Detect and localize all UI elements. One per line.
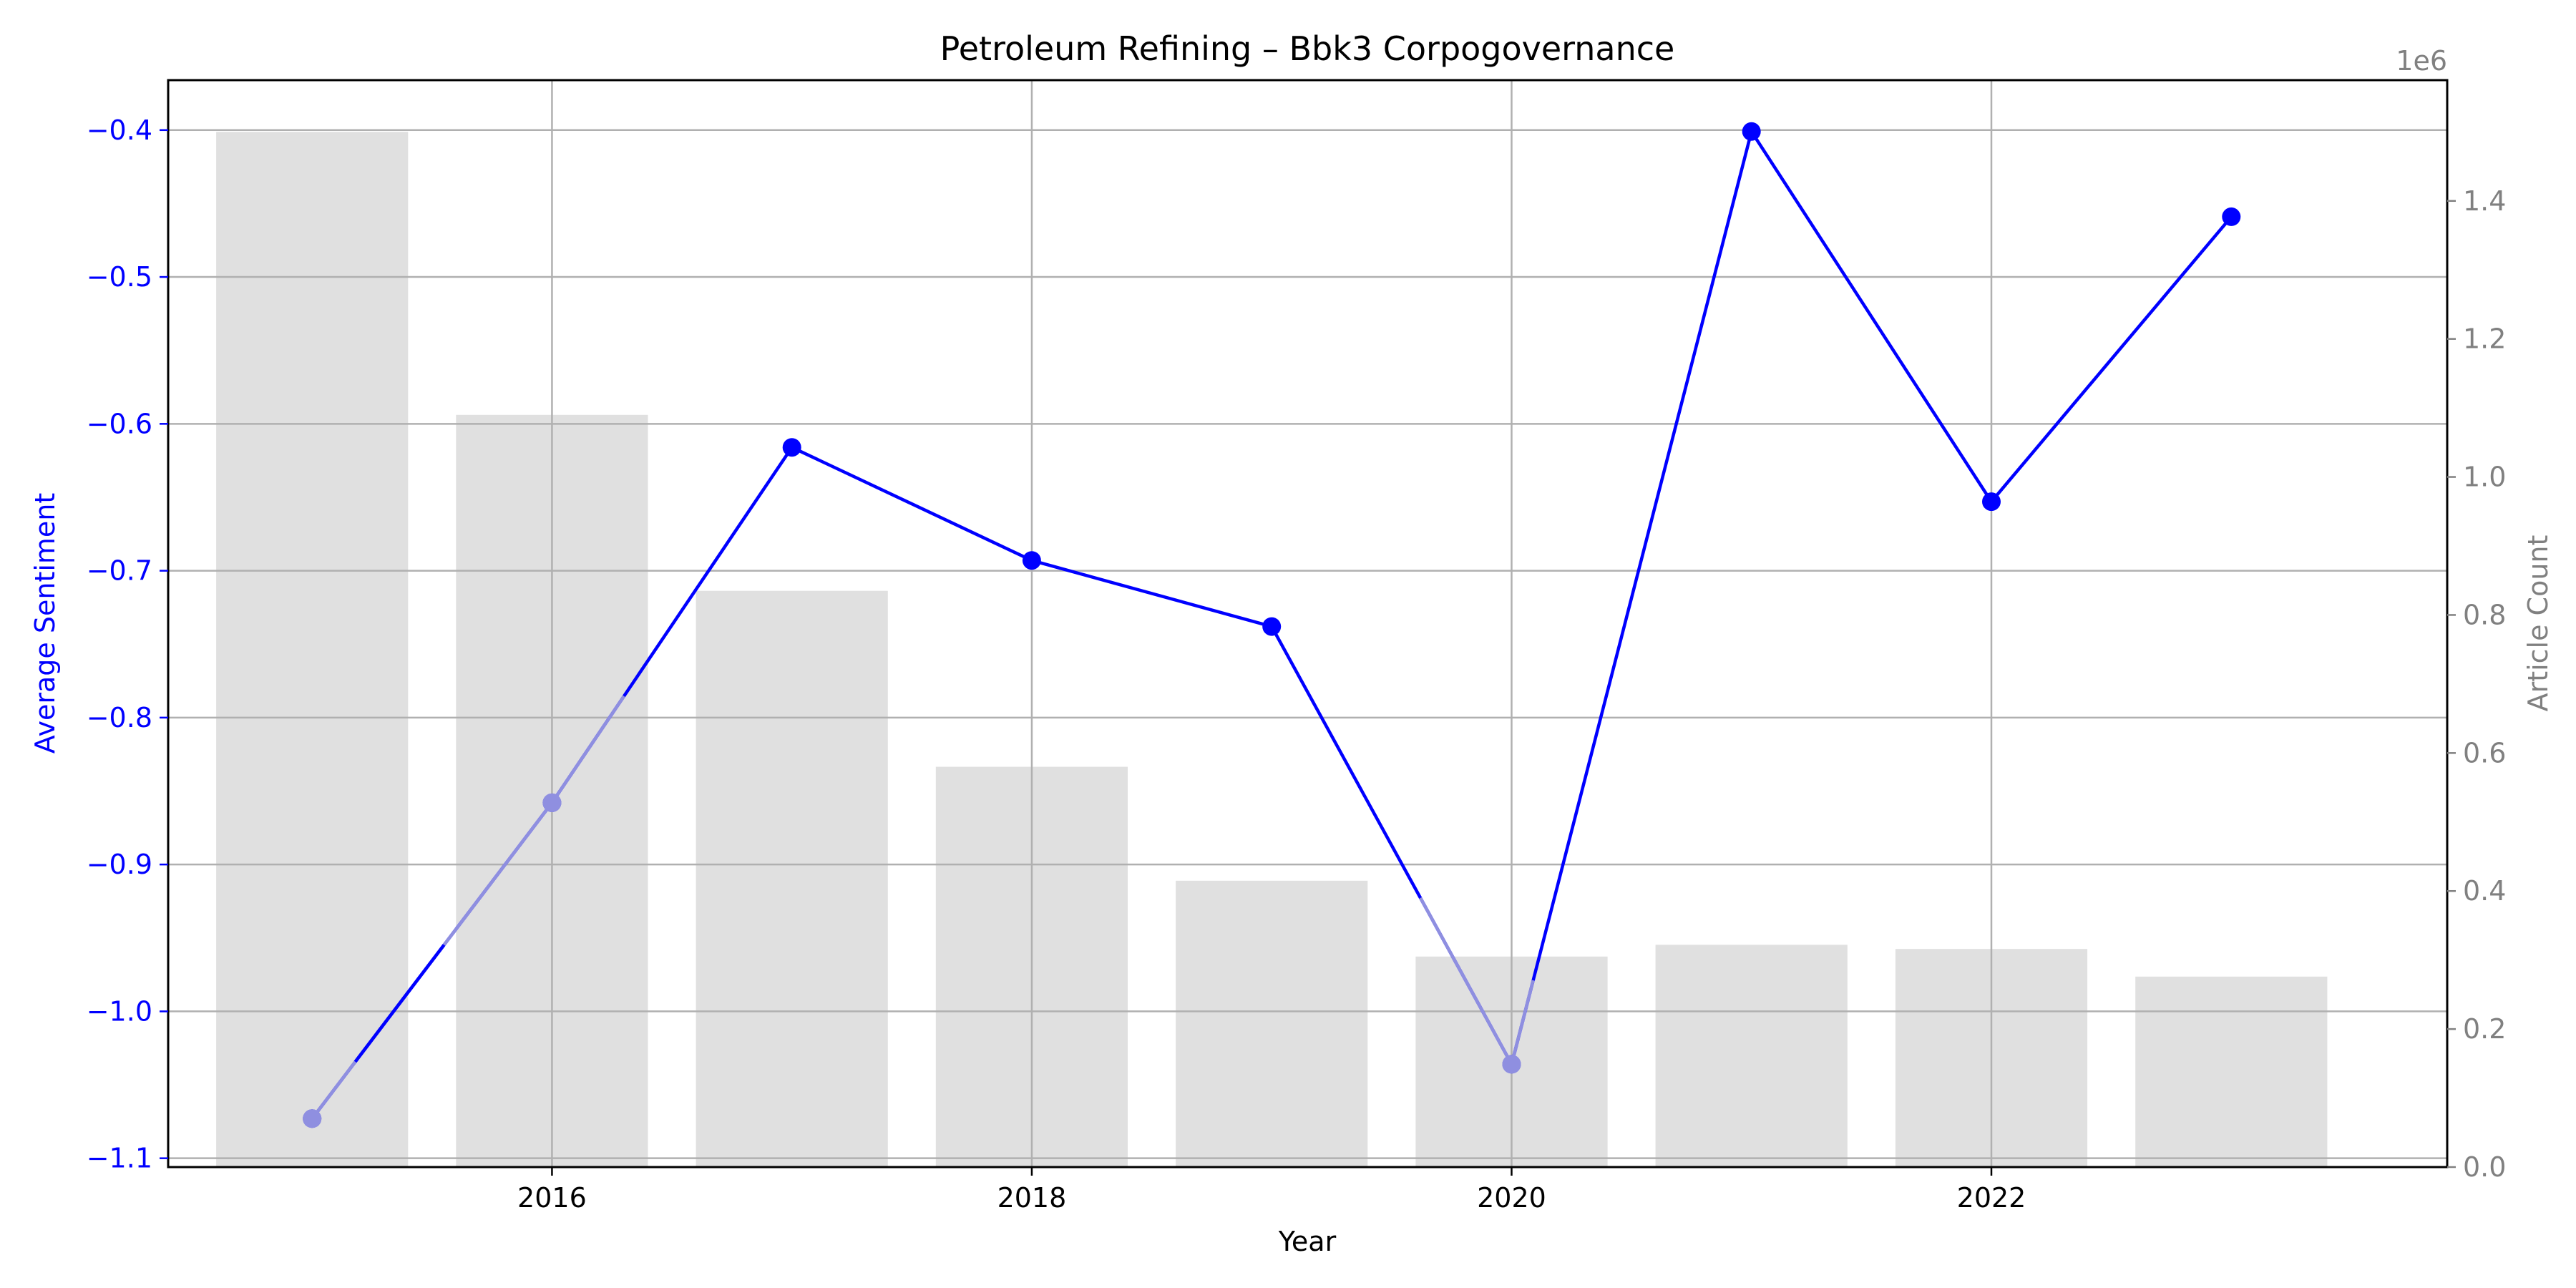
right-axis-label: Article Count (2522, 535, 2554, 712)
right-y-tick-label: 0.0 (2463, 1151, 2506, 1183)
right-y-tick-label: 1.0 (2463, 462, 2506, 493)
right-y-tick-label: 0.4 (2463, 875, 2506, 907)
bar (216, 132, 409, 1167)
sentiment-point (2222, 207, 2241, 226)
left-y-tick-label: −0.6 (87, 408, 152, 439)
left-axis-label: Average Sentiment (29, 493, 61, 754)
sentiment-point-faded (303, 1109, 322, 1128)
plot-frame (167, 79, 2449, 1169)
bar (1176, 880, 1368, 1167)
right-y-tick-label: 1.2 (2463, 323, 2506, 355)
chart-title: Petroleum Refining – Bbk3 Corpogovernanc… (940, 29, 1675, 68)
right-y-tick-label: 1.4 (2463, 185, 2506, 217)
left-y-tick-label: −0.5 (87, 261, 152, 293)
right-y-tick-label: 0.8 (2463, 599, 2506, 630)
bar (696, 590, 888, 1167)
sentiment-line-faded-segment (1419, 897, 1513, 1065)
x-tick-label: 2016 (517, 1182, 587, 1214)
left-y-tick-label: −1.1 (87, 1143, 152, 1174)
sentiment-point (1262, 617, 1282, 636)
x-tick-label: 2018 (997, 1182, 1067, 1214)
right-y-tick-label: 0.6 (2463, 737, 2506, 769)
right-axis-offset-label: 1e6 (2396, 45, 2447, 77)
left-y-tick-label: −1.0 (87, 995, 152, 1027)
sentiment-point (1022, 551, 1041, 570)
x-axis-label: Year (1278, 1226, 1337, 1257)
right-y-tick-label: 0.2 (2463, 1013, 2506, 1045)
left-y-tick-label: −0.9 (87, 849, 152, 880)
sentiment-point (1742, 122, 1761, 141)
sentiment-point-faded (1502, 1055, 1521, 1074)
grid (168, 80, 2447, 1167)
sentiment-line-faded-segment (1510, 980, 1535, 1065)
sentiment-line-faded-segment (311, 1060, 357, 1120)
x-tick-label: 2022 (1957, 1182, 2026, 1214)
line-series (303, 122, 2241, 1128)
bar (1655, 945, 1848, 1167)
left-y-tick-label: −0.7 (87, 555, 152, 587)
left-y-tick-label: −0.4 (87, 114, 152, 146)
x-axis-ticks: 2016 2018 2020 2022 (517, 1167, 2026, 1214)
bar (2135, 976, 2328, 1167)
sentiment-line-faded-segment (353, 944, 446, 1063)
sentiment-point-faded (542, 793, 562, 812)
x-tick-label: 2020 (1477, 1182, 1546, 1214)
sentiment-line-faded-segment (442, 801, 554, 946)
right-axis-ticks: 0.0 0.2 0.4 0.6 0.8 1.0 1.2 1.4 (2447, 185, 2506, 1183)
left-axis-ticks: −0.4 −0.5 −0.6 −0.7 −0.8 −0.9 −1.0 −1.1 (87, 114, 168, 1174)
left-y-tick-label: −0.8 (87, 702, 152, 733)
sentiment-line-faded-segment (550, 695, 625, 804)
sentiment-point (1982, 492, 2001, 512)
sentiment-point (782, 438, 801, 457)
